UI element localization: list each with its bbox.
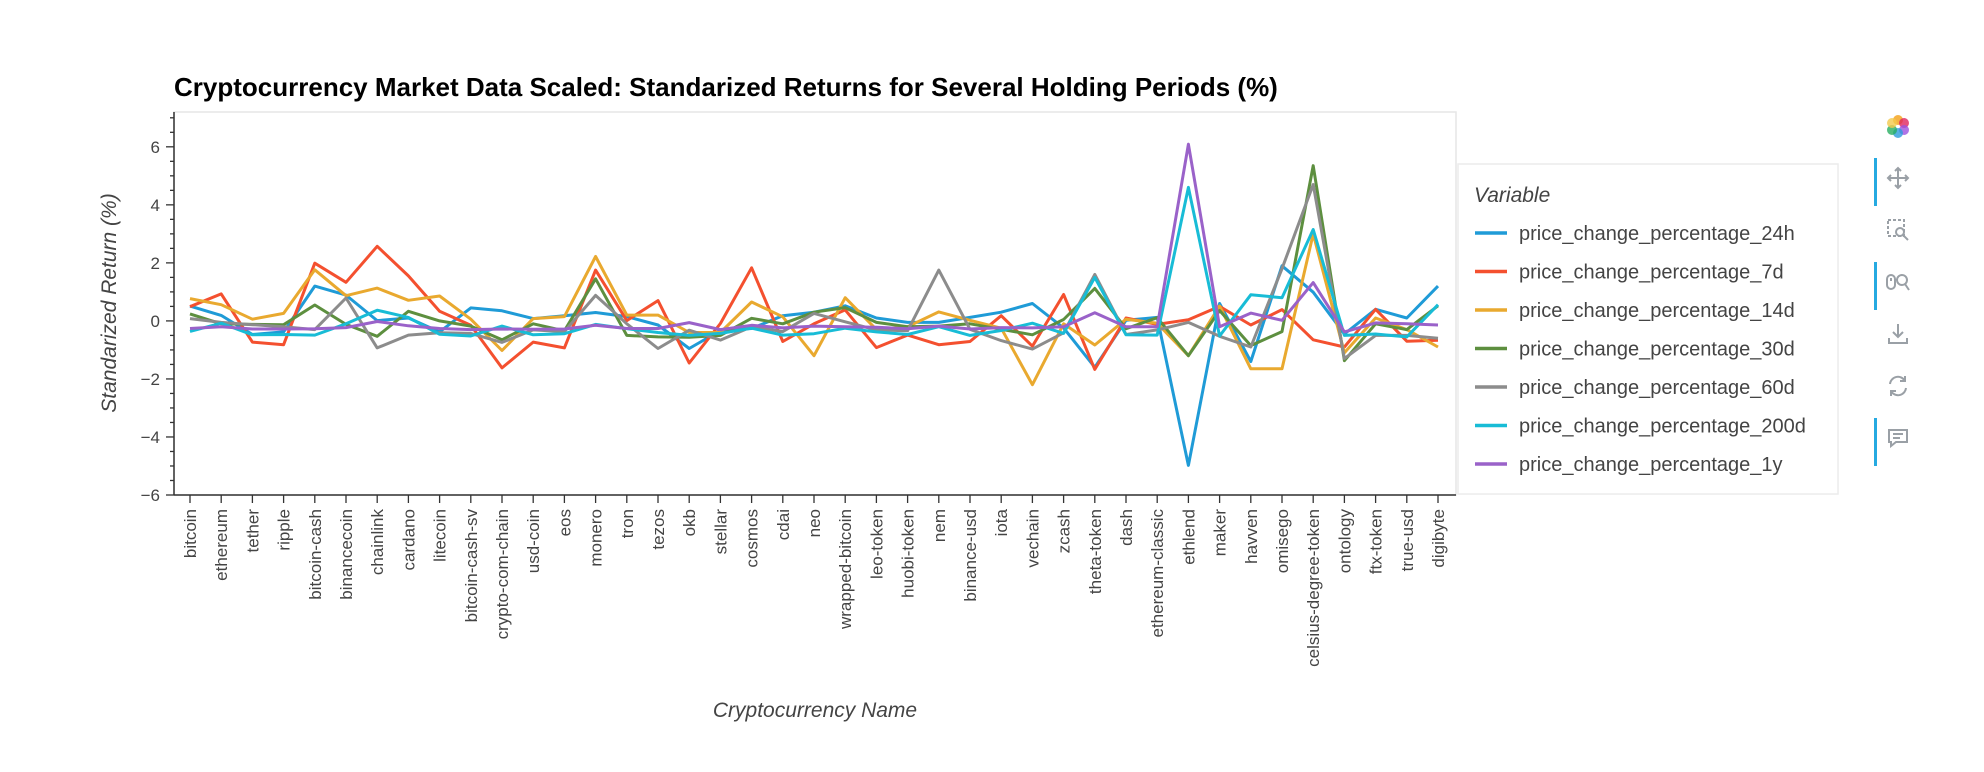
x-tick-label: dash — [1117, 509, 1136, 546]
series-line-price_change_percentage_1y — [189, 142, 1439, 334]
x-tick-label: tether — [243, 509, 262, 553]
x-tick-label: vechain — [1023, 509, 1042, 568]
save-icon — [1888, 324, 1908, 344]
x-tick-label: stellar — [711, 509, 730, 555]
box-zoom-tool-button[interactable] — [1868, 208, 1928, 252]
x-tick-label: bitcoin-cash-sv — [462, 509, 481, 623]
legend-item[interactable]: price_change_percentage_1y — [1475, 454, 1783, 476]
active-indicator — [1874, 262, 1877, 310]
x-tick-label: ripple — [275, 509, 294, 551]
x-tick-label: bitcoin — [181, 509, 200, 558]
x-tick-label: eos — [555, 509, 574, 536]
x-tick-label: cosmos — [743, 509, 762, 568]
x-tick-label: ethlend — [1179, 509, 1198, 565]
legend-label: price_change_percentage_1y — [1519, 454, 1783, 476]
toolbar — [1868, 104, 1928, 466]
legend-label: price_change_percentage_30d — [1519, 339, 1795, 361]
y-tick-label: 2 — [151, 254, 160, 273]
x-tick-label: nem — [930, 509, 949, 542]
x-tick-label: digibyte — [1429, 509, 1448, 568]
y-tick-label: −4 — [141, 428, 160, 447]
x-tick-label: iota — [992, 508, 1011, 536]
x-tick-label: bitcoin-cash — [306, 509, 325, 600]
x-tick-label: celsius-degree-token — [1304, 509, 1323, 667]
x-tick-label: zcash — [1055, 509, 1074, 553]
y-tick-label: −2 — [141, 370, 160, 389]
y-tick-label: 6 — [151, 138, 160, 157]
series-line-price_change_percentage_30d — [189, 164, 1439, 363]
x-tick-label: theta-token — [1086, 509, 1105, 594]
series-line-price_change_percentage_14d — [189, 232, 1439, 387]
hover-icon — [1888, 429, 1908, 449]
wheel-zoom-tool-button[interactable] — [1868, 260, 1928, 310]
x-tick-label: ftx-token — [1367, 509, 1386, 574]
y-axis: −6 −4 −2 0 2 4 6 — [141, 112, 175, 505]
legend-items: price_change_percentage_24h price_change_… — [1475, 223, 1806, 476]
hover-tool-button[interactable] — [1868, 416, 1928, 466]
legend-item[interactable]: price_change_percentage_7d — [1475, 262, 1784, 284]
x-tick-label: ethereum-classic — [1148, 509, 1167, 638]
active-indicator — [1874, 418, 1877, 466]
legend-item[interactable]: price_change_percentage_24h — [1475, 223, 1795, 245]
legend-label: price_change_percentage_200d — [1519, 416, 1806, 438]
x-tick-label: havven — [1242, 509, 1261, 564]
x-tick-label: ethereum — [212, 509, 231, 581]
pan-icon — [1886, 166, 1910, 190]
legend-label: price_change_percentage_60d — [1519, 377, 1795, 399]
legend-item[interactable]: price_change_percentage_14d — [1475, 300, 1795, 322]
save-tool-button[interactable] — [1868, 312, 1928, 356]
legend-label: price_change_percentage_24h — [1519, 223, 1795, 245]
active-indicator — [1874, 158, 1877, 206]
bokeh-logo-icon[interactable] — [1868, 104, 1928, 148]
y-axis-label: Standarized Return (%) — [98, 193, 121, 412]
x-tick-label: wrapped-bitcoin — [836, 509, 855, 630]
legend-label: price_change_percentage_7d — [1519, 262, 1784, 284]
legend-frame — [1457, 163, 1839, 495]
x-tick-label: huobi-token — [899, 509, 918, 598]
x-tick-label: maker — [1211, 509, 1230, 557]
y-tick-label: 0 — [151, 312, 160, 331]
x-tick-label: litecoin — [431, 509, 450, 562]
box-zoom-icon — [1887, 219, 1909, 241]
chart-title: Cryptocurrency Market Data Scaled: Stand… — [174, 72, 1278, 102]
legend-title: Variable — [1474, 184, 1550, 207]
x-tick-label: leo-token — [867, 509, 886, 579]
legend-item[interactable]: price_change_percentage_30d — [1475, 339, 1795, 361]
x-tick-label: usd-coin — [524, 509, 543, 573]
legend-item[interactable]: price_change_percentage_200d — [1475, 416, 1806, 438]
x-tick-label: cardano — [399, 509, 418, 570]
reset-tool-button[interactable] — [1868, 364, 1928, 408]
x-tick-label: binancecoin — [337, 509, 356, 600]
x-tick-label: cdai — [774, 509, 793, 540]
x-tick-label: neo — [805, 509, 824, 537]
pan-tool-button[interactable] — [1868, 156, 1928, 206]
legend: Variable price_change_percentage_24hpric… — [1457, 163, 1839, 495]
plot-frame — [173, 111, 1457, 496]
x-tick-label: crypto-com-chain — [493, 509, 512, 639]
y-tick-label: 4 — [151, 196, 160, 215]
x-tick-label: tezos — [649, 509, 668, 550]
reset-icon — [1889, 375, 1907, 397]
series-line-price_change_percentage_7d — [189, 244, 1439, 371]
wheel-zoom-icon — [1886, 274, 1910, 291]
x-axis: bitcoin ethereum tether ripple bitcoin-cash b… — [174, 494, 1456, 667]
x-tick-label: monero — [587, 509, 606, 567]
x-tick-label: binance-usd — [961, 509, 980, 602]
legend-item[interactable]: price_change_percentage_60d — [1475, 377, 1795, 399]
x-tick-label: tron — [618, 509, 637, 538]
series-lines — [189, 142, 1440, 467]
x-axis-label: Cryptocurrency Name — [713, 699, 917, 722]
x-tick-label: ontology — [1335, 509, 1354, 574]
y-tick-label: −6 — [141, 486, 160, 505]
x-tick-label: chainlink — [368, 509, 387, 576]
x-tick-label: omisego — [1273, 509, 1292, 573]
x-tick-label: true-usd — [1398, 509, 1417, 571]
x-tick-label: okb — [680, 509, 699, 536]
legend-label: price_change_percentage_14d — [1519, 300, 1795, 322]
series-line-price_change_percentage_60d — [189, 183, 1439, 361]
